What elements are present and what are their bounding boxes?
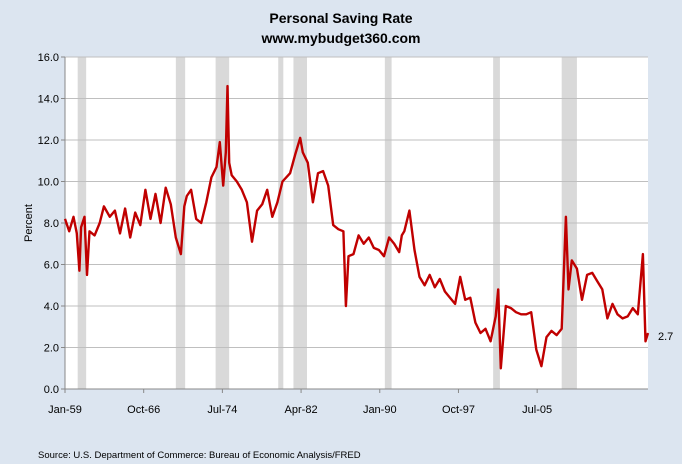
y-axis-label: Percent — [23, 204, 35, 242]
y-tick-label: 0.0 — [44, 384, 59, 396]
x-tick-label: Jan-90 — [363, 404, 397, 416]
x-tick-label: Jul-74 — [207, 404, 237, 416]
source-note: Source: U.S. Department of Commerce: Bur… — [38, 450, 361, 461]
x-tick-label: Oct-66 — [127, 404, 160, 416]
y-axis-ticks: 0.0 2.0 4.0 6.0 8.0 10.0 12.0 14.0 16.0 — [38, 52, 65, 396]
x-tick-label: Jan-59 — [48, 404, 82, 416]
chart-title: Personal Saving Rate — [269, 10, 413, 26]
y-tick-label: 2.0 — [44, 343, 59, 355]
chart-subtitle: www.mybudget360.com — [261, 30, 421, 46]
y-tick-label: 8.0 — [44, 218, 59, 230]
y-tick-label: 4.0 — [44, 301, 59, 313]
x-tick-label: Jul-05 — [522, 404, 552, 416]
y-tick-label: 16.0 — [38, 52, 59, 64]
saving-rate-line — [63, 84, 650, 370]
y-tick-label: 6.0 — [44, 260, 59, 272]
end-value-label: 2.7 — [658, 331, 673, 343]
y-tick-label: 14.0 — [38, 94, 59, 106]
x-axis-ticks: Jan-59 Oct-66 Jul-74 Apr-82 Jan-90 Oct-97 Jul-… — [48, 389, 552, 416]
x-tick-label: Oct-97 — [442, 404, 475, 416]
y-tick-label: 10.0 — [38, 177, 59, 189]
y-tick-label: 12.0 — [38, 135, 59, 147]
x-tick-label: Apr-82 — [285, 404, 318, 416]
gridlines — [65, 56, 648, 348]
